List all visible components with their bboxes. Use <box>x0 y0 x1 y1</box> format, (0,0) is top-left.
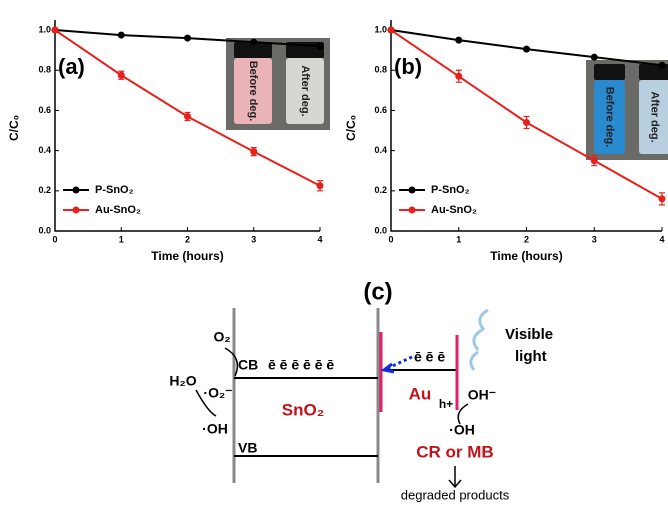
y-tick-label: 0.0 <box>374 225 387 235</box>
legend-label: Au-SnO₂ <box>95 204 141 216</box>
y-tick-label: 0.2 <box>38 185 51 195</box>
marker <box>591 157 598 164</box>
arrow <box>225 348 237 376</box>
inset-label: Before deg. <box>247 61 259 122</box>
y-axis-label: C/C₀ <box>344 115 358 141</box>
marker <box>317 43 324 50</box>
label: SnO₂ <box>282 400 325 419</box>
diagram: (c) O₂ H₂O ·O₂⁻ ·OH CB ē ē ē ē ē ē ē ē ē… <box>169 278 553 502</box>
label: OH⁻ <box>468 387 496 403</box>
y-tick-label: 0.4 <box>38 145 51 155</box>
legend-label: P-SnO₂ <box>95 184 134 196</box>
legend-marker <box>73 187 80 194</box>
marker <box>118 32 125 39</box>
marker <box>659 62 666 69</box>
inset-label: After deg. <box>299 65 311 116</box>
y-tick-label: 1.0 <box>374 24 387 34</box>
marker <box>455 37 462 44</box>
inset-label: Before deg. <box>604 87 616 148</box>
y-tick-label: 0.4 <box>374 145 387 155</box>
arrow-head <box>384 364 394 372</box>
legend-marker <box>409 187 416 194</box>
x-tick-label: 2 <box>524 234 529 244</box>
y-tick-label: 0.8 <box>38 65 51 75</box>
legend-label: P-SnO₂ <box>431 184 470 196</box>
y-tick-label: 0.0 <box>38 225 51 235</box>
x-axis-label: Time (hours) <box>151 249 223 263</box>
y-tick-label: 0.8 <box>374 65 387 75</box>
panel-label: (b) <box>394 54 422 79</box>
x-tick-label: 4 <box>317 234 322 244</box>
label: degraded products <box>401 487 510 502</box>
y-axis-label: C/C₀ <box>7 115 21 141</box>
label: ē ē ē <box>414 349 445 365</box>
marker <box>118 72 125 79</box>
marker <box>523 46 530 53</box>
label: ·O₂⁻ <box>203 385 232 401</box>
label: ·OH <box>202 421 228 437</box>
marker <box>250 148 257 155</box>
label: CR or MB <box>416 442 493 461</box>
x-tick-label: 0 <box>52 234 57 244</box>
marker <box>591 54 598 61</box>
legend-marker <box>73 207 80 214</box>
marker <box>250 39 257 46</box>
marker <box>184 35 191 42</box>
marker <box>523 119 530 126</box>
inset-label: After deg. <box>649 91 661 142</box>
label: H₂O <box>169 373 196 389</box>
y-tick-label: 1.0 <box>38 24 51 34</box>
x-tick-label: 1 <box>456 234 461 244</box>
marker <box>455 73 462 80</box>
vial-cap <box>594 64 625 80</box>
marker <box>184 113 191 120</box>
y-tick-label: 0.6 <box>374 105 387 115</box>
label: Au <box>409 384 432 403</box>
legend-marker <box>409 207 416 214</box>
label: ē ē ē ē ē ē <box>268 357 334 373</box>
label: ·OH <box>449 422 475 438</box>
marker <box>659 195 666 202</box>
marker <box>317 182 324 189</box>
label: light <box>515 348 547 365</box>
x-tick-label: 3 <box>592 234 597 244</box>
x-axis-label: Time (hours) <box>490 249 562 263</box>
figure: (c) O₂ H₂O ·O₂⁻ ·OH CB ē ē ē ē ē ē ē ē ē… <box>0 0 668 506</box>
label: O₂ <box>213 329 230 345</box>
legend-label: Au-SnO₂ <box>431 204 477 216</box>
x-tick-label: 4 <box>659 234 664 244</box>
x-tick-label: 3 <box>251 234 256 244</box>
y-tick-label: 0.6 <box>38 105 51 115</box>
x-tick-label: 1 <box>119 234 124 244</box>
panel-label: (c) <box>363 278 392 305</box>
y-tick-label: 0.2 <box>374 185 387 195</box>
panel-label: (a) <box>58 54 85 79</box>
label: Visible <box>505 326 553 343</box>
marker <box>388 27 395 34</box>
label: h+ <box>439 397 453 411</box>
marker <box>52 27 59 34</box>
label: VB <box>238 440 257 456</box>
x-tick-label: 2 <box>185 234 190 244</box>
x-tick-label: 0 <box>388 234 393 244</box>
light-icon <box>471 310 488 370</box>
label: CB <box>238 357 258 373</box>
